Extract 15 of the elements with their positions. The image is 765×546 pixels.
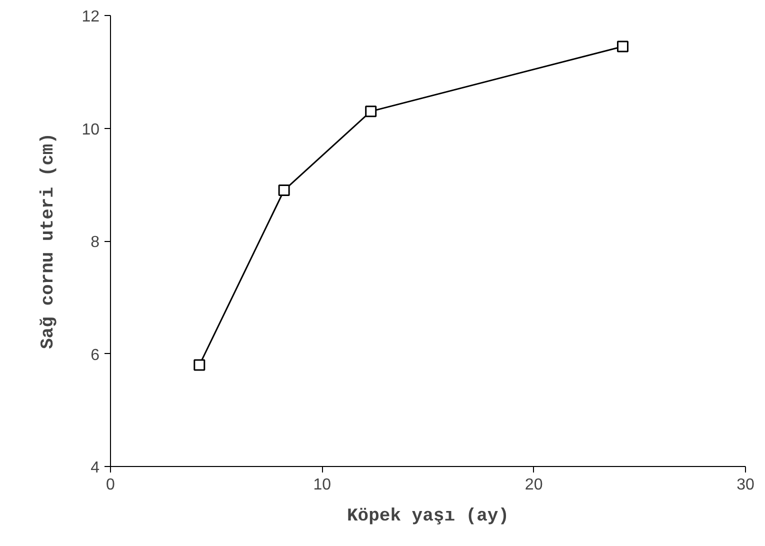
y-tick-label: 10: [82, 121, 100, 138]
point: [194, 359, 206, 371]
y-tick-label: 12: [82, 8, 100, 26]
y-tick-label: 6: [90, 346, 100, 364]
point: [365, 106, 377, 118]
point: [278, 184, 290, 196]
y-tick-label: 4: [90, 460, 100, 476]
y-axis-title: Sağ cornu uteri (cm): [38, 132, 59, 350]
x-tick-label: 0: [106, 476, 116, 494]
point: [616, 40, 628, 52]
x-tick-label: 30: [736, 476, 754, 494]
y-tick-label: 8: [90, 234, 100, 251]
x-tick-label: 10: [313, 476, 332, 494]
x-axis-title: Köpek yaşı (ay): [346, 506, 510, 526]
x-tick-label: 20: [524, 476, 543, 494]
